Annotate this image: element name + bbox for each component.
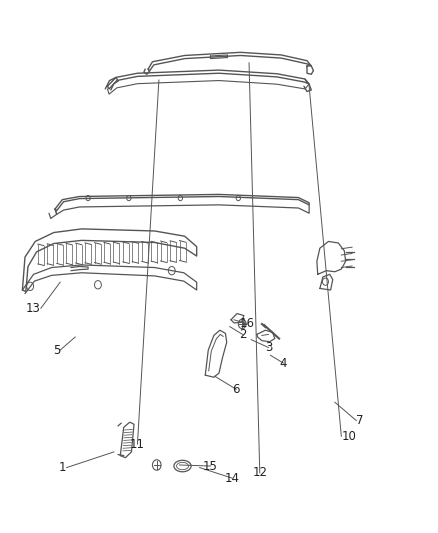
Text: 6: 6 [233,383,240,395]
Text: 7: 7 [357,414,364,427]
Text: 10: 10 [341,430,356,443]
Text: 3: 3 [265,341,272,354]
Text: 14: 14 [224,472,240,484]
Text: 13: 13 [26,302,41,315]
Text: 1: 1 [59,461,67,474]
Text: 4: 4 [279,357,287,369]
Text: 11: 11 [130,438,145,450]
Text: 12: 12 [252,466,267,479]
Text: 5: 5 [53,344,60,357]
Text: 16: 16 [240,318,254,330]
Text: 2: 2 [239,328,246,341]
Text: 15: 15 [203,459,218,473]
